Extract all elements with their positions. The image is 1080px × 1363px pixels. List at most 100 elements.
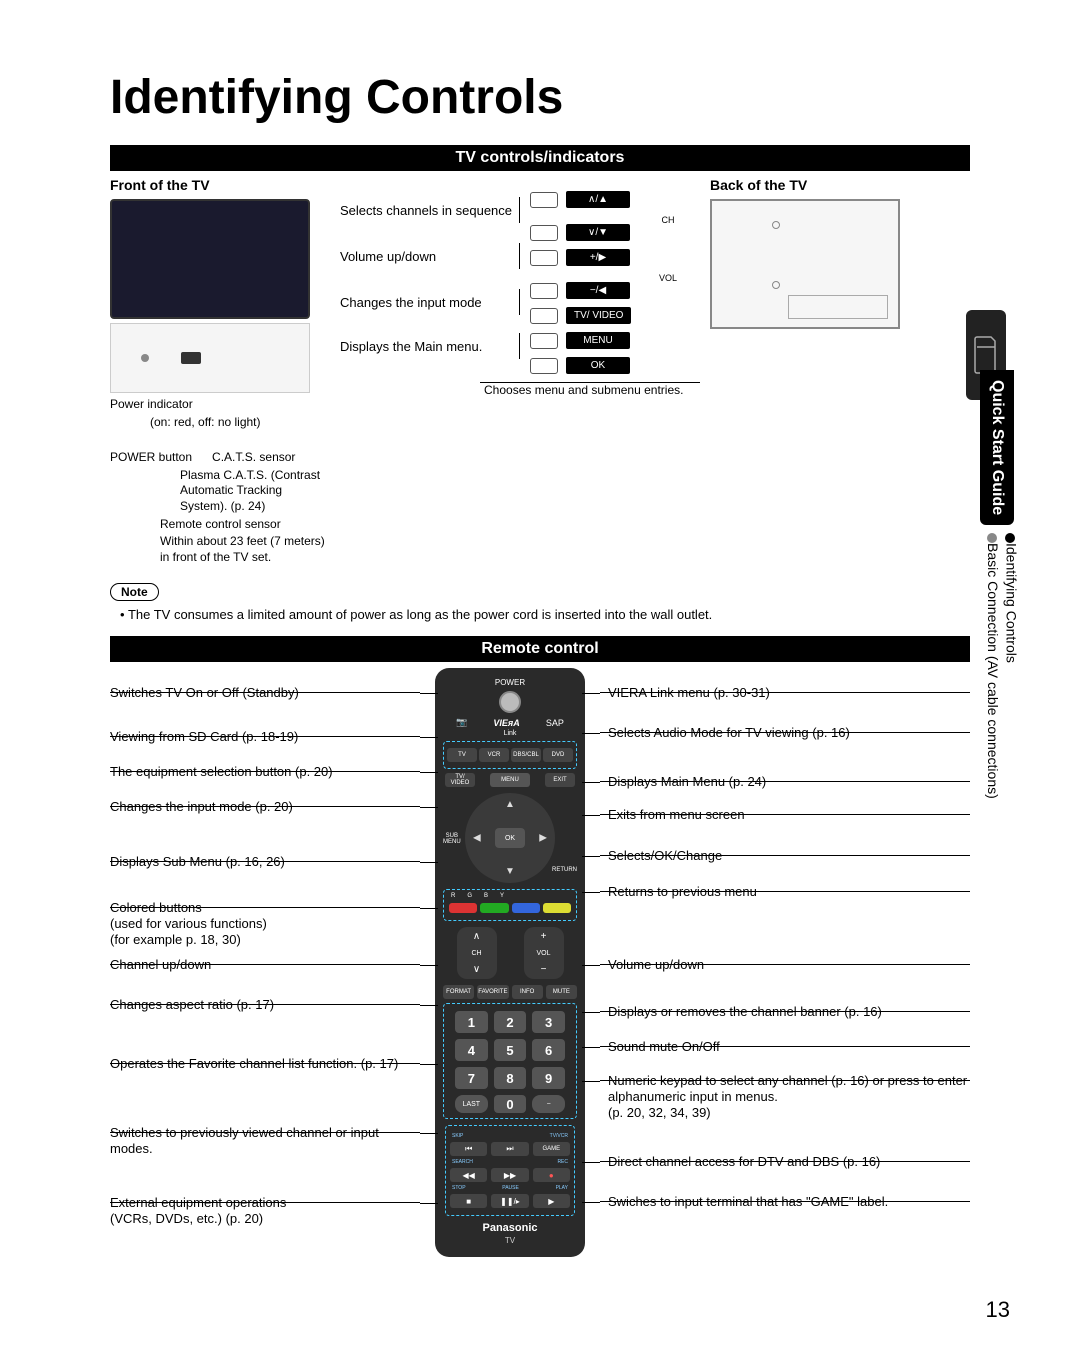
digit-button[interactable]: 2 [494, 1011, 527, 1033]
tab-lines: Identifying Controls Basic Connection (A… [980, 525, 1024, 807]
play-label: PLAY [556, 1185, 568, 1191]
ok-button[interactable] [530, 358, 558, 374]
back-heading: Back of the TV [710, 177, 970, 193]
func-button[interactable]: FORMAT [443, 985, 474, 999]
power-label: POWER [443, 678, 577, 687]
eq-button[interactable]: DVD [543, 748, 573, 762]
nav-ring[interactable]: OK ▲ ▼ ◀ ▶ [465, 793, 555, 883]
zero-button[interactable]: 0 [494, 1095, 527, 1113]
left-callout: Switches to previously viewed channel or… [110, 1132, 420, 1170]
search-label: SEARCH [452, 1159, 473, 1165]
tvvideo-label: TV/ VIDEO [566, 307, 631, 324]
pause-button[interactable]: ❚❚/▸ [491, 1194, 528, 1208]
remote-left-callouts: Switches TV On or Off (Standby)Viewing f… [110, 668, 420, 1257]
ok-remote-button[interactable]: OK [495, 828, 525, 848]
power-indicator-label: Power indicator [110, 397, 193, 411]
digit-button[interactable]: 6 [532, 1039, 565, 1061]
color-button[interactable] [512, 903, 540, 913]
vol-mid-label: VOL [636, 270, 700, 286]
func-button[interactable]: INFO [512, 985, 543, 999]
ff-button[interactable]: ▶▶ [491, 1168, 528, 1182]
submenu-label[interactable]: SUB MENU [443, 833, 461, 845]
left-callout: Colored buttons (used for various functi… [110, 907, 420, 961]
exit-remote-button[interactable]: EXIT [545, 773, 575, 787]
eq-button[interactable]: VCR [479, 748, 509, 762]
right-callout: Direct channel access for DTV and DBS (p… [600, 1161, 970, 1182]
menu-remote-button[interactable]: MENU [490, 773, 530, 787]
rec-button[interactable]: ● [533, 1168, 570, 1182]
digit-button[interactable]: 9 [532, 1067, 565, 1089]
func-button[interactable]: FAVORITE [477, 985, 508, 999]
menu-btn-label: MENU [566, 332, 630, 349]
ok-btn-label: OK [566, 357, 630, 374]
note-text: The TV consumes a limited amount of powe… [120, 607, 970, 622]
right-callout: Selects/OK/Change [600, 855, 970, 876]
skip-fwd-button[interactable]: ⏭ [491, 1142, 528, 1156]
rc-sensor-sub: Within about 23 feet (7 meters) in front… [110, 534, 330, 565]
sap-label: SAP [546, 718, 564, 728]
ch-dn-label: ∨/▼ [566, 224, 630, 241]
digit-button[interactable]: 3 [532, 1011, 565, 1033]
tvvideo-remote-button[interactable]: TV/ VIDEO [445, 773, 475, 787]
right-callout: Exits from menu screen [600, 814, 970, 835]
digit-button[interactable]: 1 [455, 1011, 488, 1033]
return-label[interactable]: RETURN [552, 867, 577, 873]
right-callout: Selects Audio Mode for TV viewing (p. 16… [600, 732, 970, 753]
brand-label: Panasonic [443, 1222, 577, 1234]
remote-right-callouts: VIERA Link menu (p. 30-31)Selects Audio … [600, 668, 970, 1257]
digit-button[interactable]: 8 [494, 1067, 527, 1089]
ch-up-label: ∧/▲ [566, 191, 630, 208]
remote-diagram: Switches TV On or Off (Standby)Viewing f… [110, 668, 970, 1257]
power-button[interactable] [499, 691, 521, 713]
sub-brand-label: TV [443, 1236, 577, 1245]
vol-up-button[interactable] [530, 250, 558, 266]
tv-side-labels: Selects channels in sequence Volume up/d… [340, 177, 520, 567]
tv-back-illustration [710, 199, 900, 329]
func-button[interactable]: MUTE [546, 985, 577, 999]
tab-line-0: Identifying Controls [1003, 543, 1019, 663]
digit-button[interactable]: 4 [455, 1039, 488, 1061]
color-button[interactable] [480, 903, 508, 913]
eq-button[interactable]: DBS/CBL [511, 748, 541, 762]
page-title: Identifying Controls [110, 70, 970, 125]
digit-button[interactable]: 5 [494, 1039, 527, 1061]
color-button[interactable] [543, 903, 571, 913]
front-heading: Front of the TV [110, 177, 330, 193]
left-callout: Changes aspect ratio (p. 17) [110, 1004, 420, 1025]
power-indicator-sub: (on: red, off: no light) [110, 415, 330, 431]
ch-label: Selects channels in sequence [340, 197, 520, 223]
stop-button[interactable]: ■ [450, 1194, 487, 1208]
rew-button[interactable]: ◀◀ [450, 1168, 487, 1182]
vol-down-button[interactable] [530, 283, 558, 299]
vol-rocker[interactable]: +VOL− [524, 927, 564, 979]
digit-button[interactable]: 7 [455, 1067, 488, 1089]
cats-sub: Plasma C.A.T.S. (Contrast Automatic Trac… [110, 468, 330, 515]
right-callout: Returns to previous menu [600, 891, 970, 912]
skip-back-button[interactable]: ⏮ [450, 1142, 487, 1156]
tv-controls-diagram: Front of the TV Power indicator (on: red… [110, 177, 970, 567]
ch-up-button[interactable] [530, 192, 558, 208]
power-button-label: POWER button [110, 450, 192, 464]
pause-label: PAUSE [502, 1185, 519, 1191]
dash-button[interactable]: − [532, 1095, 565, 1113]
last-button[interactable]: LAST [455, 1095, 488, 1113]
side-tab: Quick Start Guide Identifying Controls B… [980, 370, 1040, 807]
play-button[interactable]: ▶ [533, 1194, 570, 1208]
tv-base-illustration [110, 323, 310, 393]
eq-button[interactable]: TV [447, 748, 477, 762]
menu-label: Displays the Main menu. [340, 333, 520, 359]
color-button[interactable] [449, 903, 477, 913]
left-callout: Displays Sub Menu (p. 16, 26) [110, 861, 420, 882]
r-label: R [451, 893, 455, 899]
left-callout: The equipment selection button (p. 20) [110, 771, 420, 792]
ch-rocker[interactable]: ∧CH∨ [457, 927, 497, 979]
stop-label: STOP [452, 1185, 466, 1191]
note-pill: Note [110, 583, 159, 601]
ok-desc: Chooses menu and submenu entries. [480, 382, 700, 397]
menu-button[interactable] [530, 333, 558, 349]
b-label: B [484, 893, 488, 899]
game-button[interactable]: GAME [533, 1142, 570, 1156]
tvvideo-button[interactable] [530, 308, 558, 324]
vol-up-label: +/▶ [566, 249, 630, 266]
ch-down-button[interactable] [530, 225, 558, 241]
